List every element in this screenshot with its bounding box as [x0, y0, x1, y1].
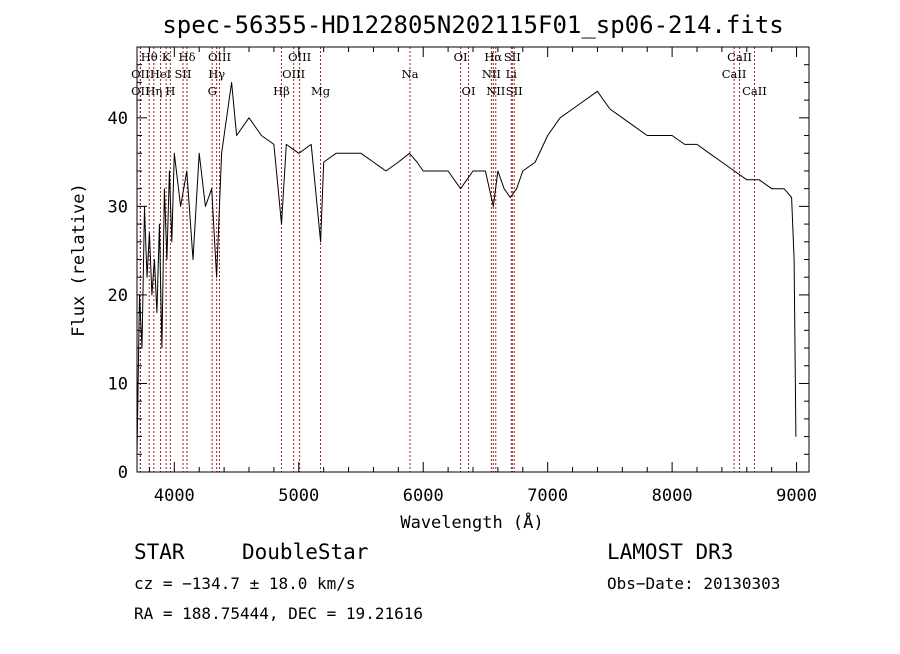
line-marker-label: CaII	[727, 50, 752, 64]
line-marker-label: Na	[402, 67, 419, 81]
x-tick-label: 5000	[278, 486, 319, 506]
line-marker-label: OIII	[282, 67, 305, 81]
axis-ticks	[137, 46, 809, 473]
line-marker-label: CaII	[722, 67, 747, 81]
line-marker-label: NII	[486, 84, 505, 98]
line-marker-label: SII	[504, 50, 521, 64]
line-marker-label: NII	[482, 67, 501, 81]
line-marker-label: H	[165, 84, 175, 98]
line-marker-label: Hδ	[179, 50, 196, 64]
line-marker-label: OII	[131, 84, 150, 98]
object-subclass: DoubleStar	[242, 540, 368, 564]
line-marker-label: OIII	[208, 50, 231, 64]
line-marker-label: Mg	[311, 84, 331, 98]
y-tick-label: 0	[118, 463, 128, 483]
y-tick-label: 20	[108, 286, 128, 306]
x-tick-label: 4000	[154, 486, 195, 506]
line-marker-label: Li	[506, 67, 518, 81]
y-tick-labels: 0 10 20 30 40	[108, 109, 128, 483]
line-marker-label: Hα	[484, 50, 502, 64]
survey-name: LAMOST DR3	[607, 540, 733, 564]
x-tick-label: 8000	[652, 486, 693, 506]
coordinates: RA = 188.75444, DEC = 19.21616	[134, 604, 423, 623]
x-tick-label: 6000	[403, 486, 444, 506]
line-marker-label: OIII	[288, 50, 311, 64]
line-marker-label: Hη	[145, 84, 162, 98]
redshift-cz: cz = −134.7 ± 18.0 km/s	[134, 574, 356, 593]
line-marker-label: SII	[175, 67, 192, 81]
line-marker-label: Hγ	[208, 67, 225, 81]
x-tick-label: 9000	[776, 486, 817, 506]
plot-frame	[136, 46, 810, 473]
y-tick-label: 10	[108, 374, 128, 394]
line-marker-label: HeI	[150, 67, 171, 81]
line-marker-label: OI	[454, 50, 468, 64]
y-axis-label: Flux (relative)	[69, 183, 89, 337]
observation-date: Obs−Date: 20130303	[607, 574, 780, 593]
y-tick-label: 30	[108, 197, 128, 217]
x-axis-label: Wavelength (Å)	[400, 511, 543, 533]
spectral-line-markers	[139, 47, 755, 472]
y-tick-label: 40	[108, 109, 128, 129]
line-marker-label: Hθ	[141, 50, 158, 64]
line-marker-label: Hβ	[273, 84, 290, 98]
x-tick-label: 7000	[527, 486, 568, 506]
line-marker-label: K	[162, 50, 171, 64]
line-marker-label: SII	[506, 84, 523, 98]
spectral-line-labels: OIIOIIHθHηHeIKHSIIHδGHγOIIIHβOIIIOIIIMgN…	[131, 50, 767, 98]
x-tick-labels: 4000 5000 6000 7000 8000 9000	[154, 486, 817, 506]
object-class: STAR	[134, 540, 185, 564]
spectrum-line	[136, 81, 797, 455]
line-marker-label: CaII	[742, 84, 767, 98]
chart-title: spec-56355-HD122805N202115F01_sp06-214.f…	[162, 11, 783, 39]
line-marker-label: OI	[462, 84, 476, 98]
line-marker-label: G	[208, 84, 217, 98]
line-marker-label: OII	[131, 67, 150, 81]
